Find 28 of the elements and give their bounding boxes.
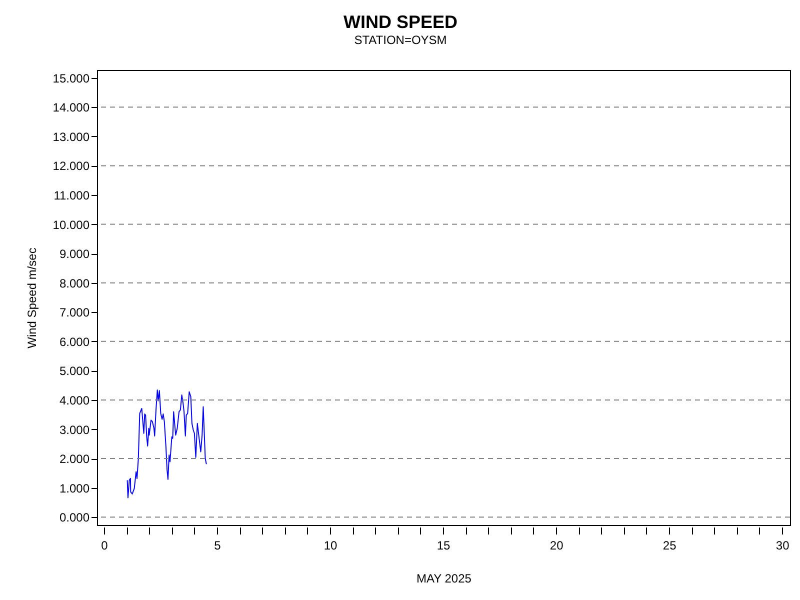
chart-subtitle: STATION=OYSM	[354, 33, 447, 47]
y-tick-label: 3.000	[59, 422, 90, 437]
y-tick-label: 7.000	[59, 306, 90, 320]
x-tick-label: 10	[324, 538, 338, 552]
x-tick-label: 25	[662, 538, 677, 552]
y-axis-title: Wind Speed m/sec	[24, 248, 39, 348]
x-tick-label: 5	[214, 538, 222, 552]
y-tick-label: 4.000	[59, 393, 90, 408]
y-tick-label: 8.000	[59, 276, 90, 290]
y-tick-label: 6.000	[59, 334, 90, 349]
y-tick-label: 2.000	[59, 452, 90, 466]
x-tick-label: 30	[776, 538, 790, 552]
y-tick-label: 12.000	[52, 159, 90, 174]
x-tick-label: 15	[436, 538, 451, 552]
x-tick-label: 20	[550, 538, 564, 552]
x-axis-title: MAY 2025	[416, 572, 472, 586]
y-tick-label: 11.000	[54, 188, 90, 203]
y-tick-label: 1.000	[59, 481, 90, 496]
y-tick-label: 14.000	[52, 100, 90, 115]
y-tick-label: 5.000	[59, 364, 90, 378]
line-series	[126, 390, 207, 498]
x-tick-label: 0	[101, 538, 108, 552]
y-tick-label: 0.000	[59, 510, 90, 525]
y-tick-label: 13.000	[52, 130, 90, 144]
chart-title: WIND SPEED	[343, 12, 458, 32]
y-tick-label: 10.000	[52, 218, 90, 232]
y-tick-label: 9.000	[59, 247, 90, 262]
y-tick-label: 15.000	[52, 71, 90, 86]
